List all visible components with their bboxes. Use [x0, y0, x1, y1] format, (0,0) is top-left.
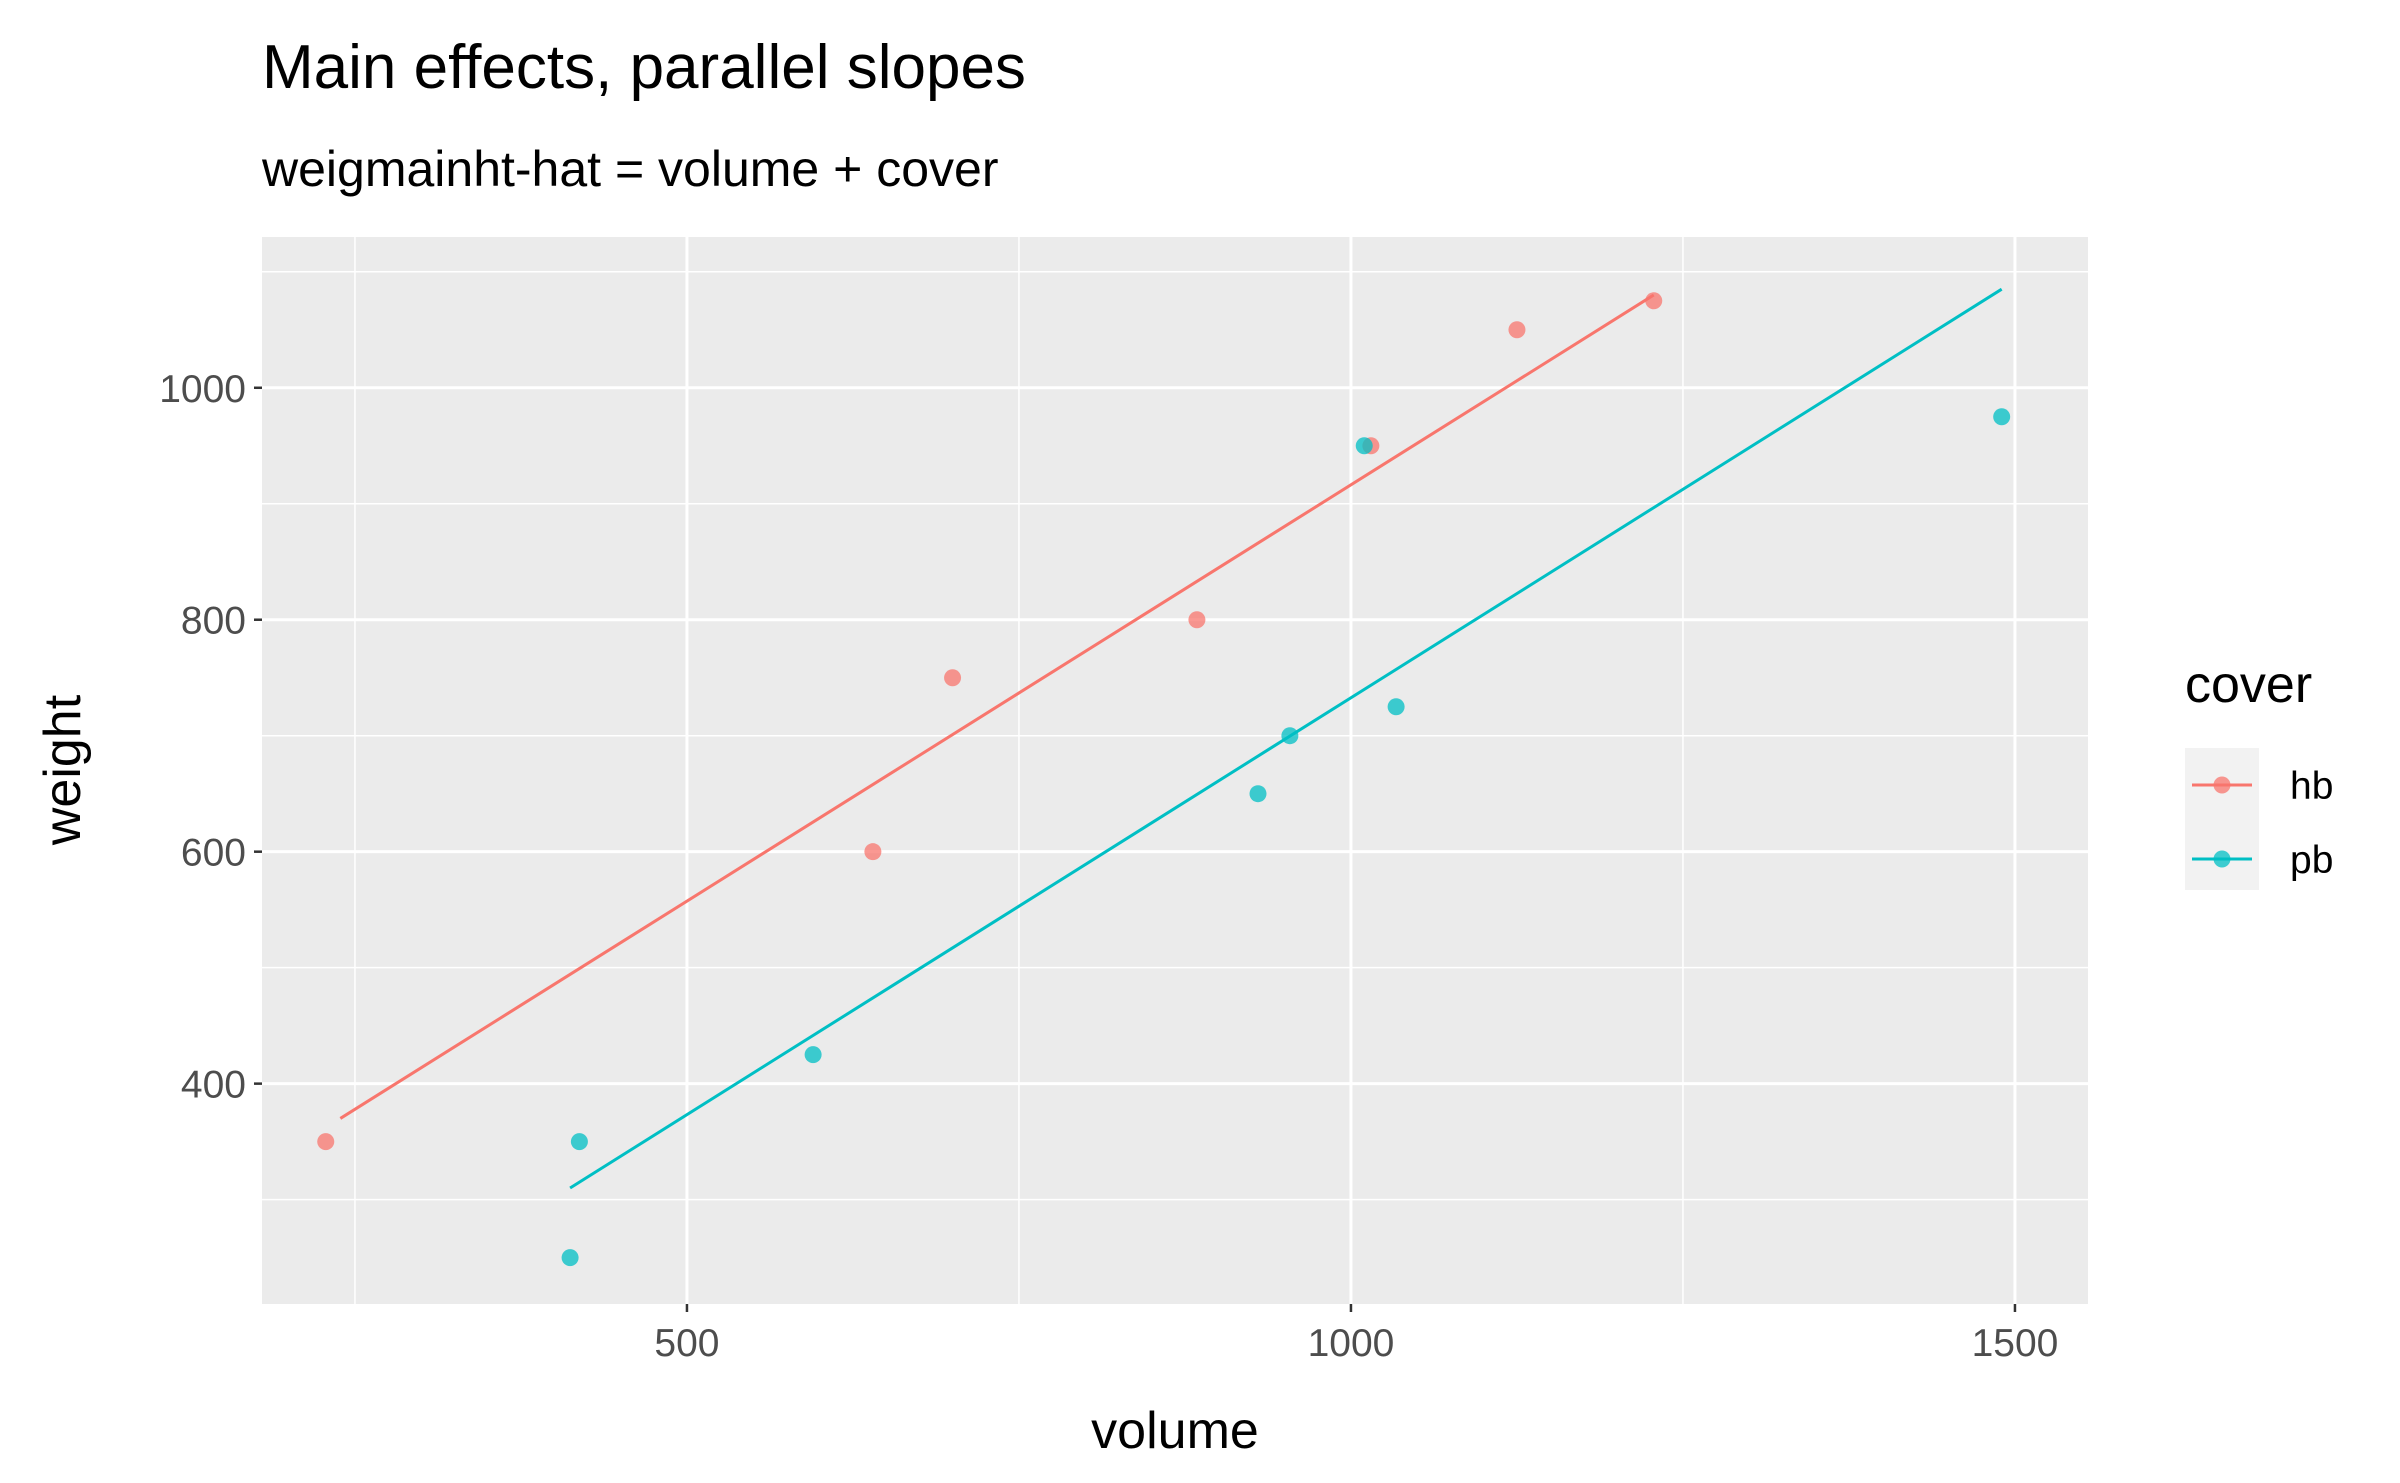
data-point-pb: [1993, 408, 2011, 426]
x-tick-label: 1000: [1308, 1322, 1395, 1365]
y-tick-label: 800: [181, 600, 246, 643]
x-axis-title: volume: [1091, 1402, 1259, 1460]
plot-panel: [262, 237, 2088, 1304]
data-point-hb: [944, 669, 962, 687]
data-point-pb: [1387, 698, 1405, 716]
legend-label-pb: pb: [2290, 839, 2333, 882]
data-point-pb: [561, 1249, 579, 1267]
data-point-pb: [1249, 785, 1267, 803]
legend-key-background: [2185, 748, 2259, 890]
legend-key-point-hb: [2213, 776, 2231, 794]
grid-minor: [262, 237, 2088, 1304]
legend-key-point-pb: [2213, 850, 2231, 868]
data-point-pb: [804, 1046, 822, 1064]
y-axis-ticks: 400 600 800 1000: [159, 368, 262, 1107]
legend: cover hb pb: [2185, 656, 2333, 890]
y-tick-label: 400: [181, 1064, 246, 1107]
legend-label-hb: hb: [2290, 765, 2333, 808]
legend-title: cover: [2185, 656, 2312, 714]
data-point-hb: [1645, 292, 1663, 310]
data-point-hb: [317, 1133, 335, 1151]
x-axis-ticks: 500 1000 1500: [654, 1304, 2058, 1365]
chart-subtitle: weigmainht-hat = volume + cover: [261, 141, 998, 197]
data-point-hb: [1188, 611, 1206, 629]
data-point-pb: [1355, 437, 1373, 455]
fit-line-hb: [339, 293, 1655, 1120]
data-point-pb: [1281, 727, 1299, 745]
grid-major: [262, 237, 2088, 1304]
y-axis-title: weight: [34, 694, 92, 846]
y-tick-label: 1000: [159, 368, 246, 411]
x-tick-label: 1500: [1972, 1322, 2059, 1365]
data-point-hb: [864, 843, 882, 861]
data-points: [317, 292, 2011, 1267]
chart-title: Main effects, parallel slopes: [262, 33, 1026, 102]
data-point-hb: [1508, 321, 1526, 339]
x-tick-label: 500: [654, 1322, 719, 1365]
legend-items: hb pb: [2185, 748, 2333, 890]
data-point-pb: [570, 1133, 588, 1151]
y-tick-label: 600: [181, 832, 246, 875]
